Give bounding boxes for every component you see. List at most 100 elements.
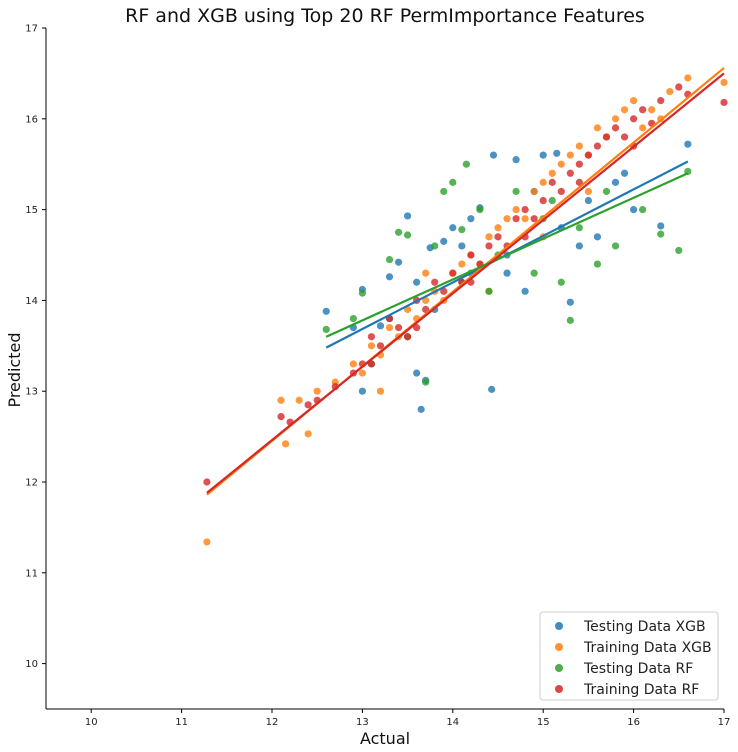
data-point — [648, 106, 656, 114]
y-tick-label: 16 — [25, 114, 38, 125]
data-point — [630, 115, 638, 123]
data-point — [449, 178, 457, 186]
data-point — [548, 196, 556, 205]
chart-title: RF and XGB using Top 20 RF PermImportanc… — [125, 5, 645, 27]
data-point — [422, 378, 430, 386]
x-axis-label: Actual — [360, 729, 410, 748]
data-point — [404, 231, 412, 239]
data-point — [485, 242, 493, 250]
data-point — [512, 215, 520, 223]
data-point — [566, 316, 574, 324]
data-point — [385, 273, 394, 281]
data-point — [458, 260, 466, 268]
data-point — [620, 133, 629, 141]
data-point — [358, 289, 366, 297]
data-point — [512, 156, 520, 164]
data-point — [413, 278, 421, 286]
y-tick-label: 10 — [25, 659, 38, 670]
data-point — [512, 206, 520, 214]
data-point — [422, 269, 430, 277]
data-point — [458, 225, 466, 234]
data-point — [639, 124, 647, 132]
data-point — [203, 478, 211, 486]
x-tick-label: 17 — [718, 717, 731, 728]
data-point — [657, 97, 665, 105]
data-point — [440, 237, 448, 245]
data-point — [666, 87, 674, 96]
series-0 — [322, 140, 692, 413]
y-tick-label: 11 — [25, 568, 38, 579]
data-point — [539, 178, 547, 186]
data-point — [620, 169, 629, 177]
data-point — [295, 396, 303, 404]
data-point — [548, 169, 556, 177]
data-point — [503, 269, 511, 277]
data-point — [304, 401, 312, 409]
data-point — [557, 187, 565, 196]
data-point — [602, 187, 611, 196]
data-point — [467, 251, 475, 259]
data-point — [489, 151, 498, 159]
x-tick-label: 14 — [446, 717, 459, 728]
data-point — [630, 97, 638, 105]
data-point — [684, 140, 692, 148]
data-point — [449, 224, 457, 232]
data-point — [376, 387, 385, 395]
legend-marker — [555, 643, 563, 651]
regression-line — [325, 172, 689, 338]
data-point — [458, 242, 466, 250]
x-tick-label: 13 — [356, 717, 369, 728]
data-point — [376, 322, 385, 330]
data-point — [203, 538, 211, 546]
data-point — [553, 149, 561, 157]
data-point — [413, 369, 421, 377]
data-point — [575, 160, 583, 168]
data-point — [431, 242, 439, 250]
data-point — [376, 342, 385, 350]
data-point — [422, 296, 430, 304]
data-point — [394, 258, 403, 266]
legend-marker — [555, 622, 563, 630]
data-point — [467, 215, 475, 223]
data-point — [358, 387, 366, 395]
data-point — [367, 333, 376, 341]
legend: Testing Data XGB Training Data XGB Testing… — [539, 611, 719, 701]
data-point — [675, 246, 683, 255]
data-point — [575, 224, 583, 232]
x-tick-label: 15 — [537, 717, 550, 728]
data-point — [404, 212, 412, 220]
data-point — [593, 124, 602, 132]
data-point — [620, 106, 629, 114]
data-point — [611, 178, 620, 186]
data-point — [521, 206, 529, 214]
data-point — [584, 151, 593, 159]
data-point — [611, 115, 620, 123]
x-tick-label: 12 — [266, 717, 279, 728]
data-point — [281, 440, 290, 448]
legend-marker — [555, 685, 563, 693]
legend-label: Testing Data XGB — [583, 619, 706, 635]
data-point — [512, 187, 520, 196]
x-tick-label: 10 — [85, 717, 98, 728]
data-point — [539, 151, 547, 159]
y-tick-label: 12 — [25, 478, 38, 489]
data-point — [602, 133, 611, 141]
data-point — [485, 233, 493, 241]
data-point — [358, 369, 366, 377]
data-point — [485, 287, 493, 295]
data-point — [593, 260, 602, 268]
y-tick-label: 17 — [25, 24, 38, 35]
data-point — [548, 178, 556, 186]
data-point — [611, 242, 620, 250]
data-point — [304, 430, 312, 438]
legend-label: Training Data RF — [583, 682, 699, 698]
data-point — [575, 178, 583, 186]
data-point — [462, 160, 470, 168]
data-point — [539, 196, 547, 205]
data-point — [575, 242, 583, 250]
x-axis-ticks: 10 11 12 13 14 15 16 17 — [85, 709, 731, 728]
data-point — [557, 278, 565, 286]
data-point — [521, 287, 529, 295]
data-point — [611, 124, 620, 132]
